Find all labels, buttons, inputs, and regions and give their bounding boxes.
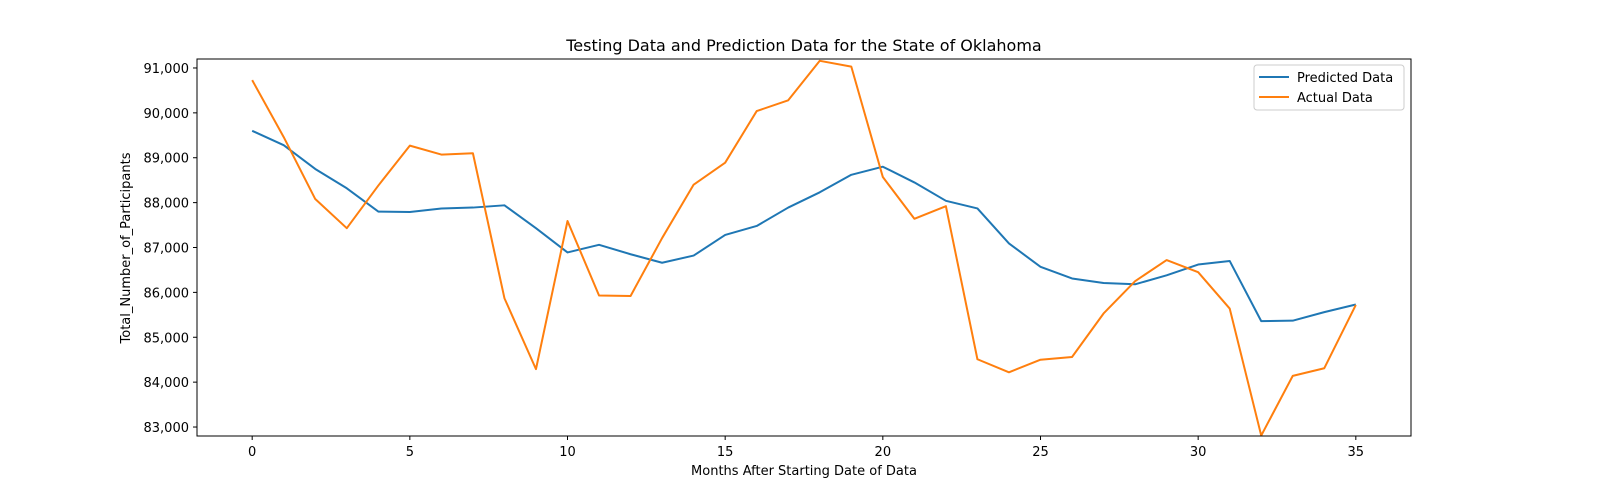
x-tick-label: 15 xyxy=(717,445,734,460)
legend: Predicted Data Actual Data xyxy=(1253,64,1405,111)
y-tick-label: 83,000 xyxy=(144,421,190,436)
legend-label-predicted: Predicted Data xyxy=(1297,71,1393,86)
x-tick-label: 20 xyxy=(875,445,892,460)
legend-box xyxy=(1253,64,1405,111)
y-tick-label: 88,000 xyxy=(144,197,190,212)
y-tick-label: 85,000 xyxy=(144,331,190,346)
x-tick-label: 35 xyxy=(1348,445,1365,460)
y-tick-label: 86,000 xyxy=(144,286,190,301)
y-axis: 83,000 84,000 85,000 86,000 87,000 88,000 89,0… xyxy=(144,62,197,436)
predicted-data-line xyxy=(251,129,1357,323)
y-axis-title: Total_Number_of_Participants xyxy=(119,152,134,344)
y-tick-label: 90,000 xyxy=(144,107,190,122)
legend-label-actual: Actual Data xyxy=(1297,91,1373,106)
chart-title: Testing Data and Prediction Data for the… xyxy=(565,36,1041,55)
y-tick-label: 84,000 xyxy=(144,376,190,391)
x-tick-label: 10 xyxy=(559,445,576,460)
x-axis-title: Months After Starting Date of Data xyxy=(691,464,917,479)
x-tick-label: 25 xyxy=(1032,445,1049,460)
y-tick-label: 89,000 xyxy=(144,152,190,167)
x-axis: 0 5 10 15 20 25 30 35 xyxy=(248,436,1364,460)
x-tick-label: 0 xyxy=(248,445,256,460)
y-tick-label: 87,000 xyxy=(144,242,190,257)
actual-data-line xyxy=(251,59,1357,436)
y-tick-label: 91,000 xyxy=(144,62,190,77)
x-tick-label: 30 xyxy=(1190,445,1207,460)
series-layer xyxy=(251,59,1357,436)
plot-area xyxy=(251,59,1357,436)
x-tick-label: 5 xyxy=(406,445,414,460)
